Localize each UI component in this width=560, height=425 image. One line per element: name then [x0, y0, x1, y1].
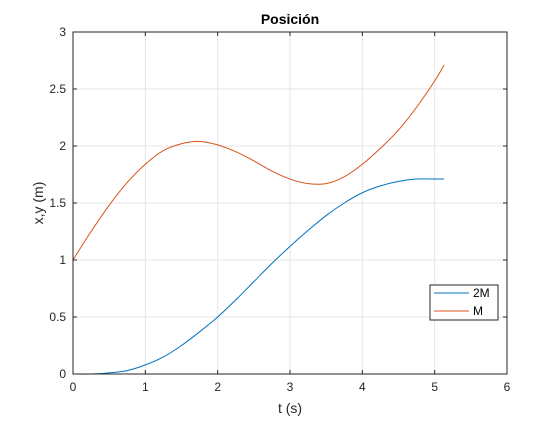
y-tick-label: 0 [59, 367, 66, 381]
series-line-m [72, 64, 445, 261]
x-tick-label: 5 [431, 380, 438, 394]
x-tick-label: 2 [214, 380, 221, 394]
y-tick-label: 2.5 [49, 82, 66, 96]
y-axis-label: x,y (m) [30, 182, 46, 225]
x-tick-label: 0 [70, 380, 77, 394]
x-axis-label: t (s) [278, 400, 302, 416]
legend-label-2m: 2M [473, 286, 490, 300]
legend-box [429, 284, 499, 321]
tick-labels: 0 1 2 3 4 5 6 0 0.5 1 1.5 2 2.5 3 [49, 25, 510, 394]
axes-box [72, 31, 508, 375]
y-tick-label: 1 [59, 253, 66, 267]
x-tick-label: 6 [504, 380, 511, 394]
legend: 2M M [429, 284, 499, 321]
x-tick-label: 4 [359, 380, 366, 394]
series-line-2m [72, 178, 445, 375]
y-tick-label: 1.5 [49, 196, 66, 210]
x-tick-label: 3 [287, 380, 294, 394]
y-tick-label: 0.5 [49, 310, 66, 324]
legend-label-m: M [473, 304, 483, 318]
y-tick-label: 3 [59, 25, 66, 39]
x-tick-label: 1 [142, 380, 149, 394]
series-layer [72, 64, 445, 375]
chart-title: Posición [261, 11, 319, 27]
y-tick-label: 2 [59, 139, 66, 153]
axes [72, 31, 508, 375]
